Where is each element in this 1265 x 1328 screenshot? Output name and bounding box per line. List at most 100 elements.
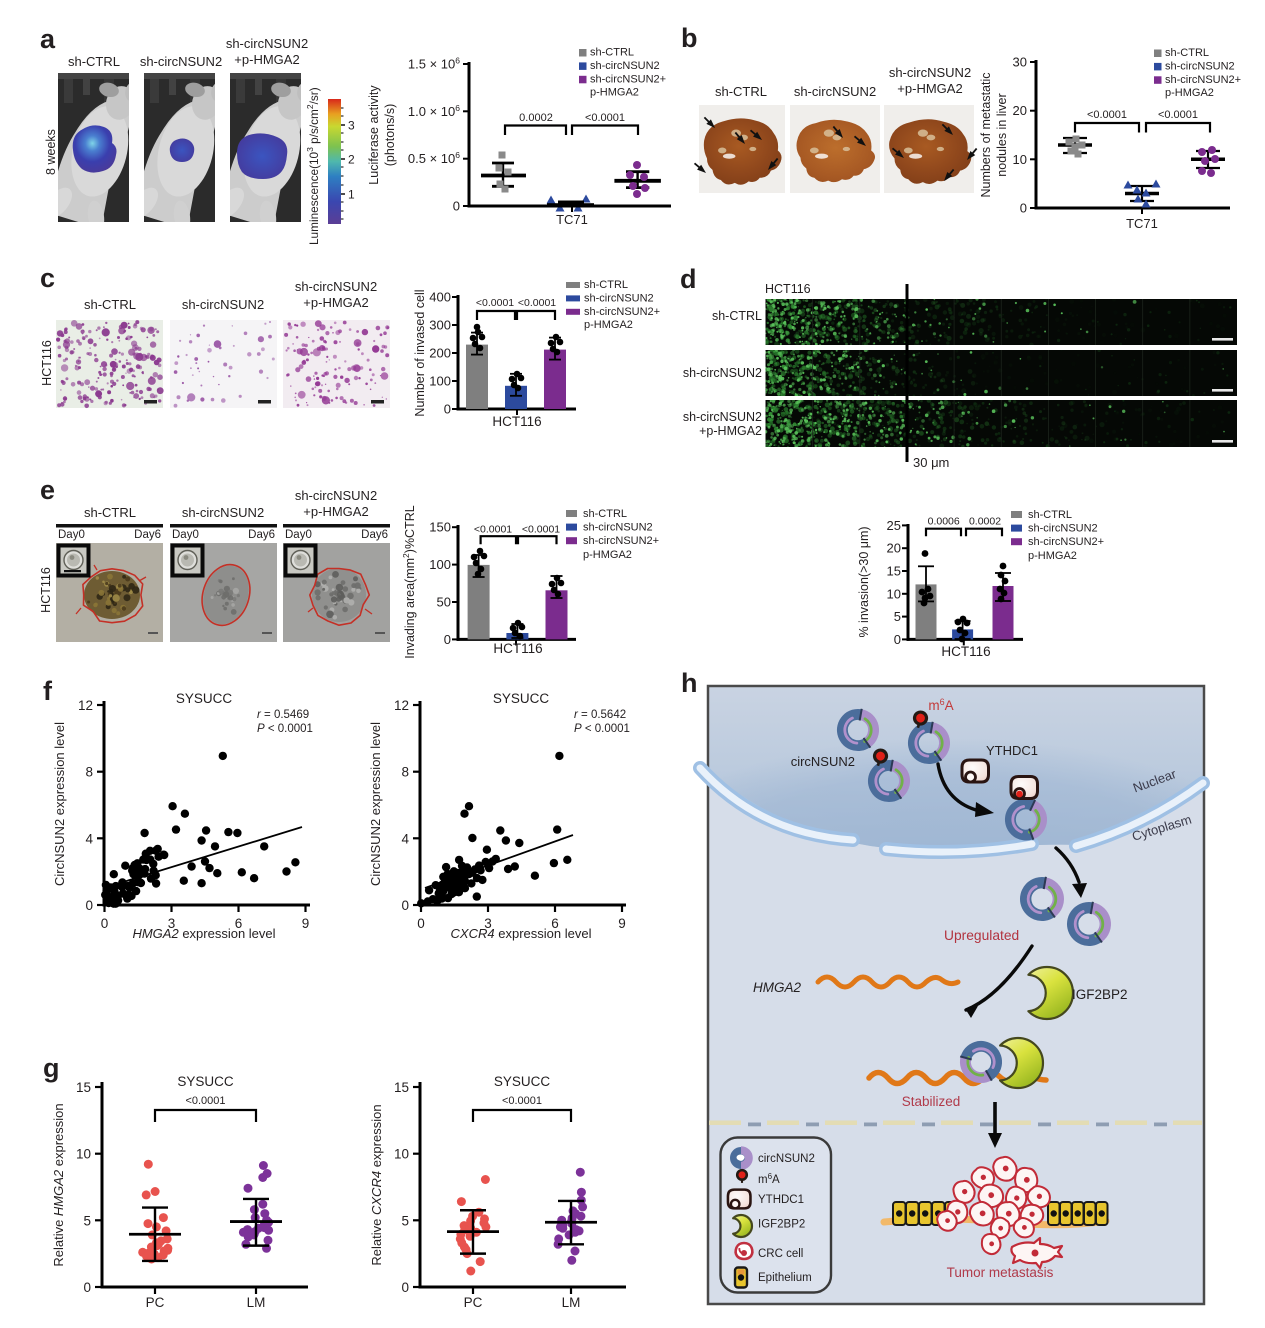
svg-text:<0.0001: <0.0001 <box>522 524 560 536</box>
svg-text:0: 0 <box>401 898 409 913</box>
svg-text:g: g <box>43 1053 60 1083</box>
svg-text:CircNSUN2 expression level: CircNSUN2 expression level <box>368 722 383 886</box>
svg-text:CRC cell: CRC cell <box>758 1248 803 1260</box>
svg-text:5: 5 <box>401 1213 409 1228</box>
svg-text:sh-circNSUN2: sh-circNSUN2 <box>1165 60 1235 72</box>
svg-text:p-HMGA2: p-HMGA2 <box>1028 550 1077 562</box>
svg-text:20: 20 <box>1013 103 1027 118</box>
svg-text:0.5 × 106: 0.5 × 106 <box>408 150 460 166</box>
svg-text:sh-CTRL: sh-CTRL <box>583 508 627 520</box>
svg-text:9: 9 <box>302 916 310 931</box>
svg-text:sh-circNSUN2+: sh-circNSUN2+ <box>590 73 666 85</box>
svg-text:Tumor metastasis: Tumor metastasis <box>947 1265 1054 1280</box>
svg-text:sh-circNSUN2: sh-circNSUN2 <box>584 292 654 304</box>
svg-text:r = 0.5469: r = 0.5469 <box>257 709 309 721</box>
svg-text:10: 10 <box>76 1147 91 1162</box>
svg-text:sh-CTRL: sh-CTRL <box>584 279 628 291</box>
svg-text:50: 50 <box>437 595 451 610</box>
svg-text:TC71: TC71 <box>556 212 588 227</box>
svg-text:0.0006: 0.0006 <box>928 516 960 528</box>
svg-text:HCT116: HCT116 <box>492 414 541 429</box>
svg-text:Day0: Day0 <box>58 529 85 541</box>
svg-text:sh-CTRL: sh-CTRL <box>715 84 767 99</box>
svg-text:4: 4 <box>85 831 93 846</box>
svg-text:p-HMGA2: p-HMGA2 <box>1165 87 1214 99</box>
svg-text:8: 8 <box>401 765 409 780</box>
svg-text:0: 0 <box>453 199 460 214</box>
svg-text:0: 0 <box>444 402 451 417</box>
svg-text:sh-circNSUN2: sh-circNSUN2 <box>683 410 762 424</box>
svg-text:LM: LM <box>247 1295 266 1310</box>
svg-text:25: 25 <box>887 518 901 533</box>
svg-text:CircNSUN2 expression level: CircNSUN2 expression level <box>52 722 67 886</box>
svg-text:10: 10 <box>1013 152 1027 167</box>
svg-text:<0.0001: <0.0001 <box>476 297 514 309</box>
svg-text:300: 300 <box>429 318 451 333</box>
svg-text:12: 12 <box>394 698 409 713</box>
svg-text:0: 0 <box>1020 201 1027 216</box>
svg-text:sh-CTRL: sh-CTRL <box>84 505 136 520</box>
svg-text:<0.0001: <0.0001 <box>585 112 625 124</box>
svg-text:sh-circNSUN2: sh-circNSUN2 <box>140 54 222 69</box>
svg-text:sh-CTRL: sh-CTRL <box>1165 47 1209 59</box>
svg-text:PC: PC <box>146 1295 165 1310</box>
svg-text:sh-circNSUN2: sh-circNSUN2 <box>889 65 971 80</box>
svg-text:5: 5 <box>83 1213 91 1228</box>
svg-text:20: 20 <box>887 541 901 556</box>
svg-text:Epithelium: Epithelium <box>758 1272 812 1284</box>
svg-text:Day0: Day0 <box>285 529 312 541</box>
svg-text:0: 0 <box>101 916 109 931</box>
svg-text:sh-CTRL: sh-CTRL <box>84 297 136 312</box>
svg-text:p-HMGA2: p-HMGA2 <box>590 87 639 99</box>
svg-text:r = 0.5642: r = 0.5642 <box>574 709 626 721</box>
svg-text:nodules in liver: nodules in liver <box>995 93 1009 176</box>
svg-text:<0.0001: <0.0001 <box>518 297 556 309</box>
svg-text:sh-circNSUN2: sh-circNSUN2 <box>583 522 653 534</box>
svg-text:SYSUCC: SYSUCC <box>494 1074 551 1089</box>
svg-text:+p-HMGA2: +p-HMGA2 <box>897 81 962 96</box>
svg-text:p-HMGA2: p-HMGA2 <box>584 319 633 331</box>
svg-text:2: 2 <box>348 153 355 167</box>
svg-text:sh-CTRL: sh-CTRL <box>68 54 120 69</box>
svg-text:sh-circNSUN2: sh-circNSUN2 <box>683 366 762 380</box>
svg-text:6: 6 <box>551 916 559 931</box>
svg-text:m6A: m6A <box>758 1172 780 1187</box>
svg-text:P < 0.0001: P < 0.0001 <box>257 723 313 735</box>
svg-text:sh-CTRL: sh-CTRL <box>712 309 762 323</box>
svg-text:<0.0001: <0.0001 <box>1158 109 1198 121</box>
svg-text:3: 3 <box>168 916 176 931</box>
svg-text:<0.0001: <0.0001 <box>185 1095 225 1107</box>
svg-text:1: 1 <box>348 188 355 202</box>
svg-text:SYSUCC: SYSUCC <box>493 691 550 706</box>
svg-text:+p-HMGA2: +p-HMGA2 <box>699 424 762 438</box>
svg-text:Day6: Day6 <box>248 529 275 541</box>
svg-text:IGF2BP2: IGF2BP2 <box>758 1219 805 1231</box>
svg-text:sh-circNSUN2: sh-circNSUN2 <box>295 488 377 503</box>
svg-text:400: 400 <box>429 290 451 305</box>
svg-text:0: 0 <box>444 632 451 647</box>
svg-text:HMGA2: HMGA2 <box>753 980 802 995</box>
svg-text:HCT116: HCT116 <box>39 567 53 613</box>
svg-text:circNSUN2: circNSUN2 <box>758 1153 815 1165</box>
svg-text:sh-circNSUN2: sh-circNSUN2 <box>295 279 377 294</box>
svg-text:Upregulated: Upregulated <box>944 928 1019 943</box>
svg-text:sh-circNSUN2: sh-circNSUN2 <box>794 84 876 99</box>
svg-text:sh-circNSUN2: sh-circNSUN2 <box>1028 523 1098 535</box>
svg-text:8 weeks: 8 weeks <box>44 129 58 175</box>
svg-text:15: 15 <box>394 1080 409 1095</box>
svg-text:sh-CTRL: sh-CTRL <box>1028 509 1072 521</box>
svg-text:sh-circNSUN2: sh-circNSUN2 <box>590 60 660 72</box>
svg-text:HCT116: HCT116 <box>493 641 542 656</box>
svg-text:<0.0001: <0.0001 <box>502 1095 542 1107</box>
svg-text:30: 30 <box>1013 55 1027 70</box>
svg-text:12: 12 <box>78 698 93 713</box>
svg-text:8: 8 <box>85 765 93 780</box>
svg-text:+p-HMGA2: +p-HMGA2 <box>303 504 368 519</box>
svg-text:Number of invased cell: Number of invased cell <box>413 289 427 416</box>
svg-text:+p-HMGA2: +p-HMGA2 <box>234 52 299 67</box>
svg-text:e: e <box>40 475 55 505</box>
svg-text:p-HMGA2: p-HMGA2 <box>583 549 632 561</box>
svg-text:200: 200 <box>429 346 451 361</box>
svg-text:1.5 × 106: 1.5 × 106 <box>408 56 460 72</box>
svg-text:SYSUCC: SYSUCC <box>176 691 233 706</box>
